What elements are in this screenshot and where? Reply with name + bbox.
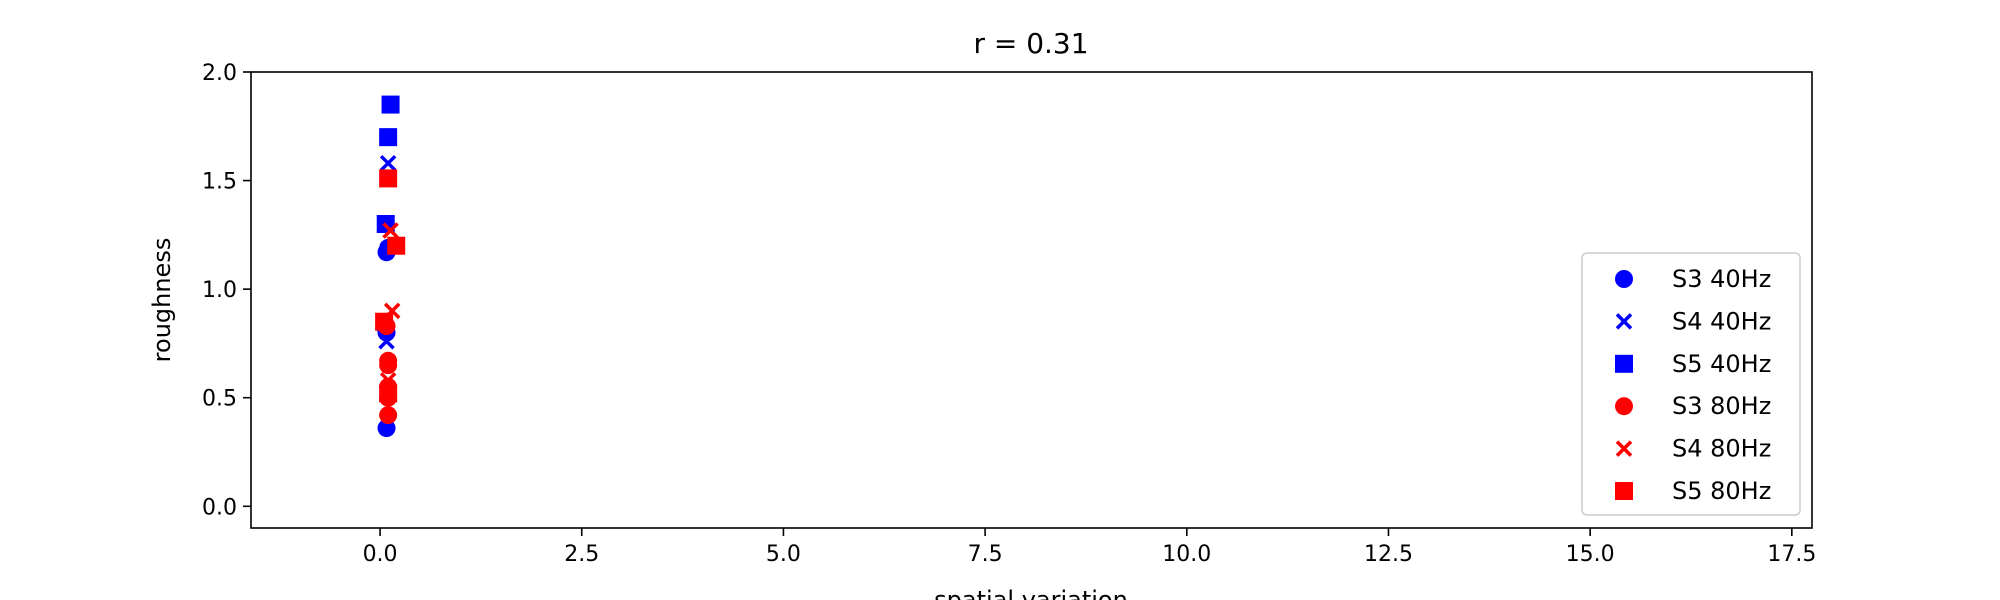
legend-marker (1615, 354, 1633, 373)
data-point (378, 333, 395, 350)
legend-label: S3 80Hz (1672, 392, 1771, 420)
x-axis: 0.0 2.5 5.0 7.5 10.0 12.5 15.0 17.5 (363, 528, 1816, 567)
y-tick-label: 1.5 (202, 170, 237, 195)
data-point (379, 406, 398, 425)
legend-box (1581, 252, 1801, 516)
y-axis-label: roughness (148, 238, 176, 363)
legend-label: S4 40Hz (1672, 307, 1771, 335)
data-point (375, 312, 394, 331)
data-point (379, 154, 397, 172)
legend-marker (1615, 482, 1633, 500)
y-tick-label: 0.0 (202, 495, 237, 520)
legend-label: S5 40Hz (1672, 350, 1771, 378)
data-point (381, 95, 400, 114)
x-tick-label: 7.5 (968, 542, 1003, 567)
data-point (379, 356, 398, 375)
data-point (379, 169, 398, 188)
data-point (377, 419, 396, 438)
x-tick-label: 0.0 (363, 542, 398, 567)
x-tick-label: 10.0 (1162, 542, 1211, 567)
x-axis-label: spatial variation (934, 586, 1128, 600)
data-points (375, 95, 406, 438)
data-point (387, 236, 406, 255)
y-axis: 0.0 0.5 1.0 1.5 2.0 (202, 61, 251, 520)
data-point (382, 222, 399, 239)
legend-label: S3 40Hz (1672, 265, 1771, 293)
x-tick-label: 12.5 (1364, 542, 1413, 567)
legend-marker (1615, 313, 1633, 330)
y-tick-label: 0.5 (202, 387, 237, 412)
legend-label: S5 80Hz (1672, 477, 1771, 505)
x-tick-label: 15.0 (1566, 542, 1615, 567)
y-tick-label: 2.0 (202, 61, 237, 86)
legend-label: S4 80Hz (1672, 435, 1771, 463)
plot-area-frame (250, 71, 1813, 529)
x-tick-label: 5.0 (766, 542, 801, 567)
data-point (379, 384, 398, 403)
legend: S3 40Hz S4 40Hz S5 40Hz S3 80Hz S4 80Hz S5 80… (1581, 252, 1801, 516)
x-tick-label: 17.5 (1767, 542, 1816, 567)
legend-marker (1615, 440, 1633, 457)
x-tick-label: 2.5 (564, 542, 599, 567)
chart-title: r = 0.31 (973, 27, 1088, 60)
y-tick-label: 1.0 (202, 278, 237, 303)
data-point (379, 128, 398, 147)
legend-marker (1615, 270, 1633, 288)
legend-marker (1615, 397, 1633, 416)
